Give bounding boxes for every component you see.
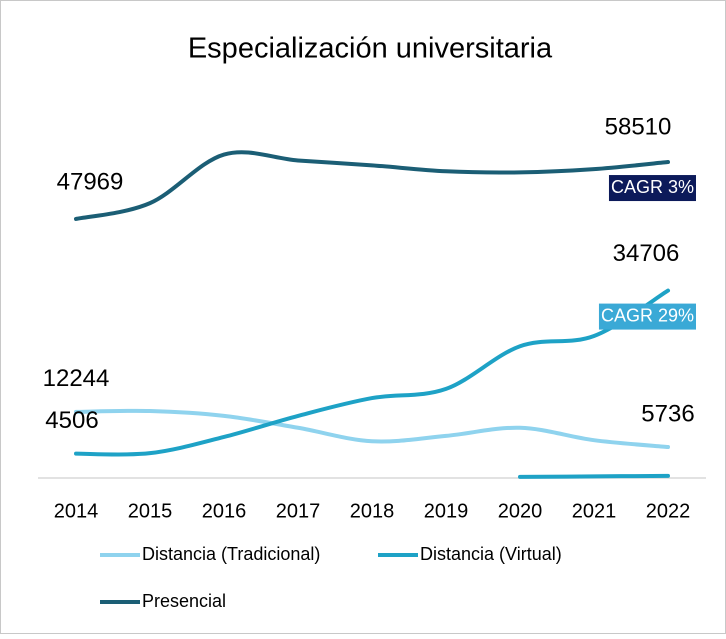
series-line [74, 288, 670, 457]
series-line [74, 150, 670, 221]
annotation-box [598, 303, 696, 330]
series-line [518, 473, 670, 479]
data-label: 5736 [641, 400, 694, 427]
legend-label: Distancia (Virtual) [420, 544, 562, 564]
x-tick-label: 2019 [424, 500, 469, 522]
legend-label: Presencial [142, 591, 226, 611]
x-tick-label: 2017 [276, 500, 321, 522]
chart-title: Especialización universitaria [188, 33, 553, 65]
x-tick-label: 2014 [54, 500, 99, 522]
series-line [74, 408, 670, 450]
data-label: 47969 [57, 168, 124, 195]
legend-label: Distancia (Tradicional) [142, 544, 320, 564]
x-tick-label: 2020 [498, 500, 543, 522]
data-label: 12244 [43, 365, 110, 392]
x-tick-label: 2015 [128, 500, 173, 522]
annotation-text: CAGR 29% [601, 305, 694, 325]
x-tick-label: 2016 [202, 500, 247, 522]
x-tick-label: 2021 [572, 500, 617, 522]
data-label: 58510 [605, 113, 672, 140]
x-tick-label: 2018 [350, 500, 395, 522]
data-label: 4506 [45, 407, 98, 434]
annotation-box [608, 175, 696, 202]
data-label: 34706 [613, 240, 680, 267]
x-tick-label: 2022 [646, 500, 691, 522]
annotation-text: CAGR 3% [611, 177, 694, 197]
